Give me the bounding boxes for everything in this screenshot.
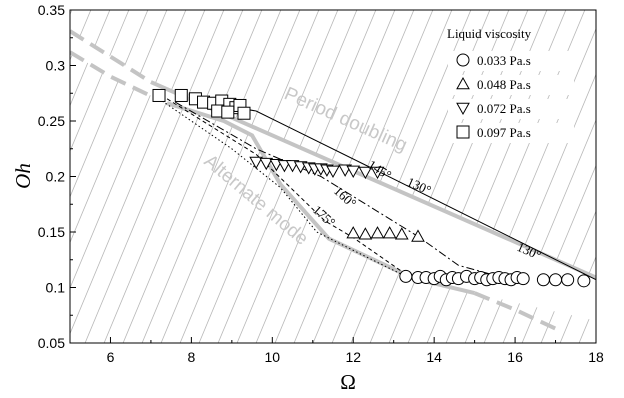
hatch-line [160,10,301,343]
data-point-triangle-up [346,226,361,239]
hatch-line [70,10,206,335]
legend-label: 0.033 Pa.s [477,53,531,68]
legend-label: 0.048 Pa.s [477,77,531,92]
alternate-mode-boundary-dashed-right [473,291,557,331]
legend-entry-bg [448,123,574,143]
hatch-line [464,27,596,343]
legend-entry-bg [448,99,574,119]
data-point-triangle-down [358,166,373,180]
data-point-triangle-down [249,156,263,170]
angle-line-145deg [174,101,508,280]
data-point-triangle-up [370,226,385,239]
axes: 6 8 10 12 14 16 18 0.05 0.1 0.15 0.2 0.25 0.3 0.35 [38,2,604,365]
legend-marker-triangle-down [456,102,470,116]
data-point-triangle-down [370,166,385,180]
data-point-circle [561,273,575,287]
y-tick-label: 0.2 [46,169,66,185]
data-point-circle [516,272,530,286]
hatch-line [122,10,263,343]
data-point-square [221,105,235,119]
hatch-line [198,10,339,343]
y-tick-label: 0.35 [38,2,65,18]
hatch-line [84,10,225,343]
data-markers [152,88,591,288]
data-point-circle [577,274,591,288]
x-tick-label: 16 [507,349,523,365]
legend-title: Liquid viscosity [447,26,532,41]
data-point-triangle-up [358,227,373,240]
data-point-triangle-down [346,165,361,178]
data-point-circle [399,269,413,283]
x-tick-label: 8 [187,349,195,365]
data-point-triangle-up [411,229,425,242]
data-point-triangle-up [382,226,397,239]
data-point-triangle-down [277,160,292,173]
legend-entry-bg [448,75,574,95]
hatch-line [70,10,168,244]
x-axis-label: Ω [340,370,356,394]
y-tick-label: 0.3 [46,58,66,74]
hatch-line [179,10,320,343]
hatch-line [70,10,149,198]
x-tick-label: 10 [265,349,281,365]
y-tick-label: 0.05 [38,335,65,351]
hatch-line [141,10,282,343]
x-tick-label: 6 [107,349,115,365]
data-point-square [174,88,188,102]
legend-label: 0.097 Pa.s [477,125,531,140]
angle-line-160deg [166,98,407,275]
hatch-line [610,0,624,360]
data-point-circle [549,273,563,287]
alternate-mode-boundary-dashed-left [70,50,160,102]
legend-entries: 0.033 Pa.s 0.048 Pa.s 0.072 Pa.s 0.097 Pa.s [448,51,574,143]
hatch-line [103,10,244,343]
data-point-circle [536,273,550,287]
x-tick-label: 18 [588,349,604,365]
data-point-square [237,106,251,120]
x-tick-label: 14 [426,349,442,365]
data-point-square [152,88,166,102]
data-point-triangle-up [394,227,409,240]
hatch-line [70,10,187,290]
legend-label: 0.072 Pa.s [477,101,531,116]
x-tick-label: 12 [345,349,361,365]
y-tick-label: 0.25 [38,113,65,129]
y-tick-label: 0.15 [38,224,65,240]
data-point-triangle-down [259,157,274,171]
legend-marker-square [456,125,470,139]
data-point-triangle-down [326,165,340,178]
legend-entry-bg [448,51,574,71]
legend-marker-triangle-up [456,76,470,90]
legend-marker-circle [456,53,470,67]
hatch-line [312,10,453,343]
legend: Liquid viscosity 0.033 Pa.s0.048 Pa.s0.0… [447,26,574,143]
period-doubling-boundary-dashed [70,29,152,84]
hatch-line [483,73,596,343]
y-axis-label: Oh [11,163,35,189]
y-tick-label: 0.1 [46,280,66,296]
